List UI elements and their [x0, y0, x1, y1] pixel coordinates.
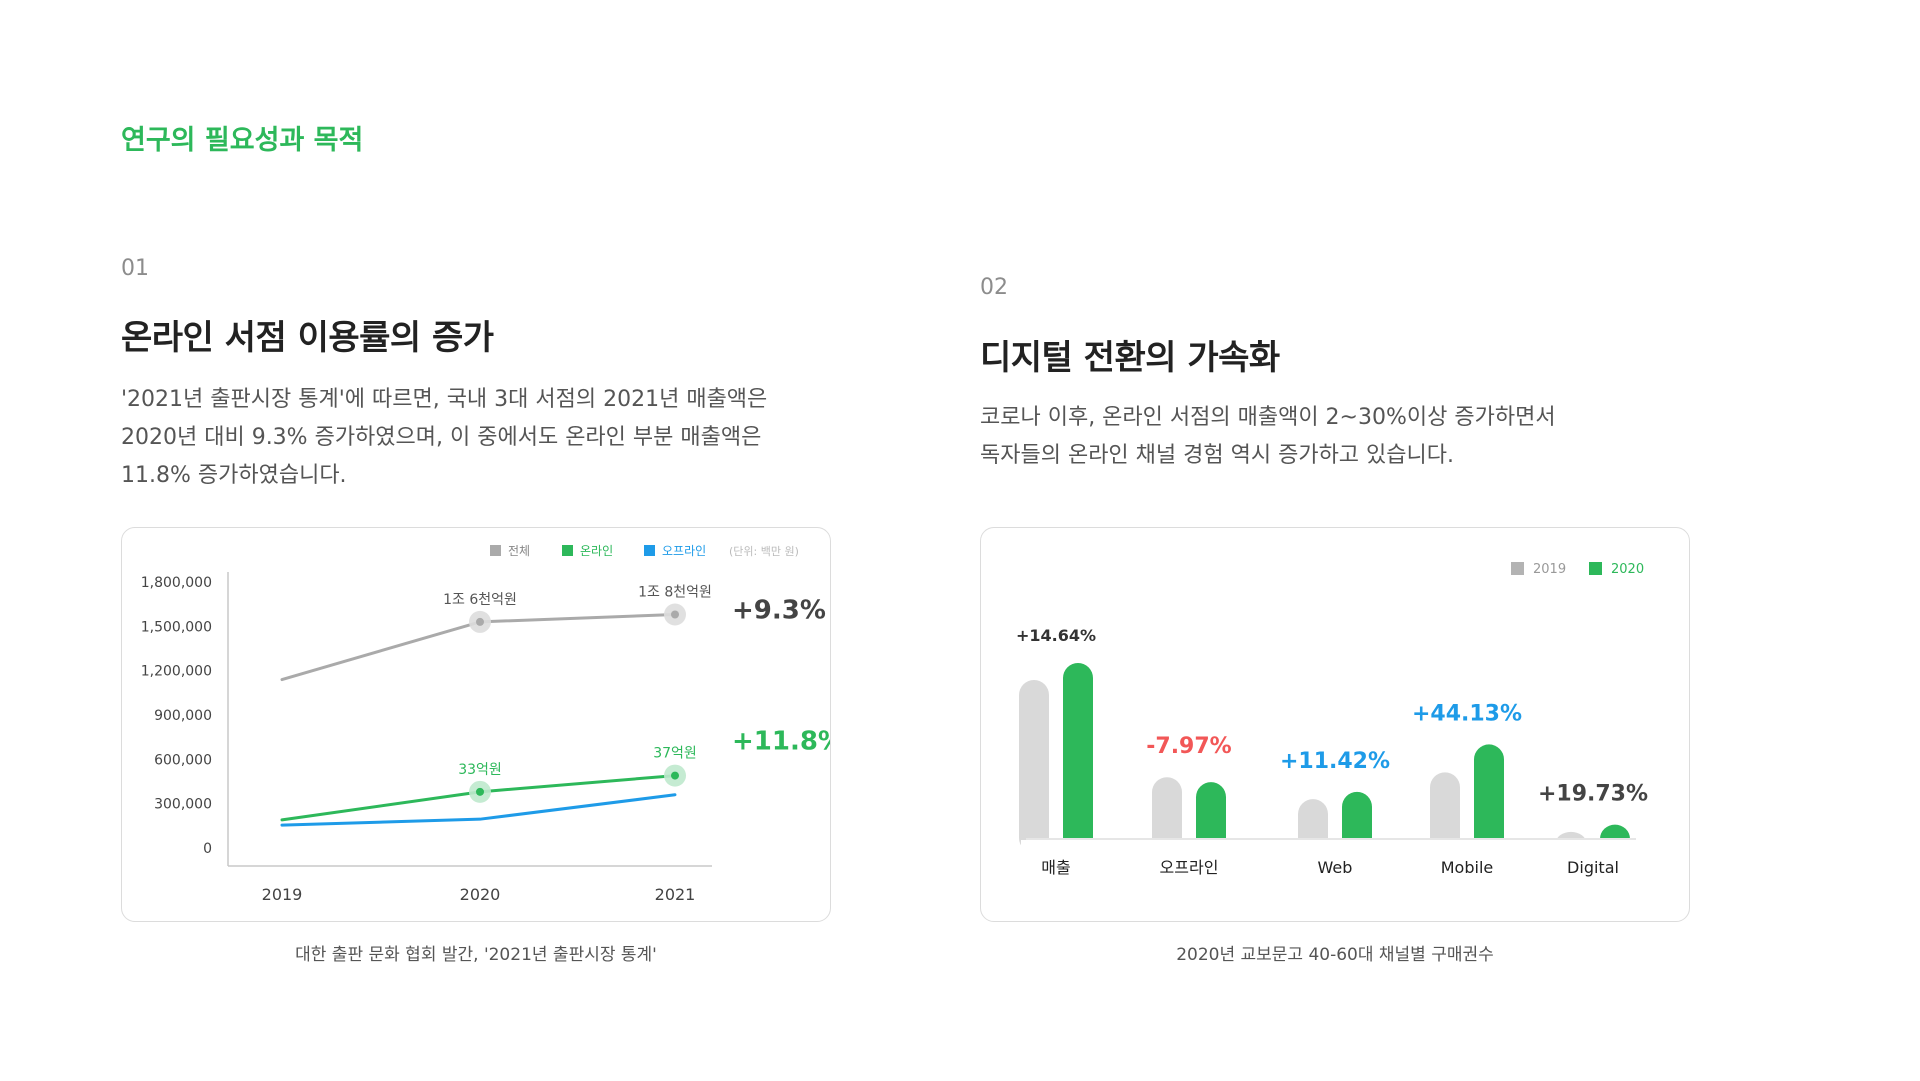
x-tick-label: Web	[1318, 858, 1353, 877]
data-point-label: 33억원	[458, 762, 502, 778]
right-heading: 디지털 전환의 가속화	[980, 338, 1280, 378]
bar-chart: 2019 2020 매출 오프라인 Web Mobile Digital +14.64% -7.…	[1016, 562, 1648, 877]
growth-label: -7.97%	[1146, 734, 1231, 759]
bar-2019	[1019, 680, 1049, 853]
line-chart: 1,800,000 1,500,000 1,200,000 900,000 600,00…	[141, 544, 844, 904]
growth-label: +44.13%	[1412, 701, 1522, 726]
y-tick-label: 300,000	[154, 797, 212, 813]
series-line-오프라인	[280, 793, 677, 827]
unit-label: (단위: 백만 원)	[729, 545, 799, 558]
x-tick-label: 매출	[1041, 858, 1070, 877]
bar-2019	[1152, 777, 1182, 853]
legend-label: 2020	[1611, 562, 1644, 577]
legend-swatch	[1511, 562, 1524, 575]
legend-swatch	[1589, 562, 1602, 575]
data-point	[476, 617, 484, 626]
left-caption: 대한 출판 문화 협회 발간, '2021년 출판시장 통계'	[295, 945, 657, 965]
legend-label: 오프라인	[662, 544, 706, 558]
left-body: '2021년 출판시장 통계'에 따르면, 국내 3대 서점의 2021년 매출…	[121, 381, 767, 495]
section-number-01: 01	[121, 256, 149, 281]
data-point-label: 1조 6천억원	[443, 592, 517, 608]
y-tick-label: 0	[203, 841, 212, 857]
y-tick-label: 1,500,000	[141, 619, 212, 635]
bar-chart-card: 2019 2020 매출 오프라인 Web Mobile Digital +14.64% -7.…	[980, 527, 1690, 922]
legend-label: 2019	[1533, 562, 1566, 577]
section-number-02: 02	[980, 275, 1008, 300]
data-point	[476, 787, 484, 796]
data-point-label: 1조 8천억원	[638, 585, 712, 601]
x-tick-label: 2020	[460, 885, 501, 904]
right-body-line: 코로나 이후, 온라인 서점의 매출액이 2~30%이상 증가하면서	[980, 405, 1556, 430]
right-caption: 2020년 교보문고 40-60대 채널별 구매권수	[1176, 945, 1494, 965]
x-tick-label: 오프라인	[1160, 858, 1219, 877]
legend-swatch	[562, 545, 573, 556]
bar-2020	[1474, 744, 1504, 853]
y-tick-label: 900,000	[154, 708, 212, 724]
legend-swatch	[644, 545, 655, 556]
data-point	[671, 771, 679, 780]
left-body-line: '2021년 출판시장 통계'에 따르면, 국내 3대 서점의 2021년 매출…	[121, 387, 768, 412]
right-body-line: 독자들의 온라인 채널 경험 역시 증가하고 있습니다.	[980, 443, 1454, 468]
growth-label: +14.64%	[1016, 626, 1096, 645]
x-tick-label: 2019	[262, 885, 303, 904]
legend-swatch	[490, 545, 501, 556]
left-heading: 온라인 서점 이용률의 증가	[121, 318, 494, 358]
bar-2019	[1430, 772, 1460, 853]
bar-2020	[1196, 782, 1226, 853]
data-point-label: 37억원	[653, 746, 697, 762]
left-body-line: 2020년 대비 9.3% 증가하였으며, 이 중에서도 온라인 부분 매출액은	[121, 425, 762, 450]
section-title: 연구의 필요성과 목적	[121, 125, 364, 156]
y-tick-label: 1,800,000	[141, 575, 212, 591]
growth-label: +11.42%	[1280, 749, 1390, 774]
x-tick-label: 2021	[655, 885, 696, 904]
x-tick-label: Digital	[1567, 858, 1619, 877]
growth-annotation: +11.8%	[732, 727, 830, 757]
legend-label: 온라인	[580, 544, 613, 558]
right-body: 코로나 이후, 온라인 서점의 매출액이 2~30%이상 증가하면서 독자들의 …	[980, 399, 1556, 475]
growth-label: +19.73%	[1538, 782, 1648, 807]
bar-2020	[1063, 663, 1093, 853]
x-tick-label: Mobile	[1441, 858, 1493, 877]
y-tick-label: 1,200,000	[141, 664, 212, 680]
line-chart-card: 1,800,000 1,500,000 1,200,000 900,000 600,00…	[121, 527, 844, 922]
bar-2020	[1342, 791, 1372, 853]
left-body-line: 11.8% 증가하였습니다.	[121, 463, 347, 488]
legend-label: 전체	[508, 544, 530, 558]
data-point	[671, 610, 679, 619]
growth-annotation: +9.3%	[732, 596, 826, 626]
y-tick-label: 600,000	[154, 752, 212, 768]
baseline-mask	[1021, 840, 1646, 858]
